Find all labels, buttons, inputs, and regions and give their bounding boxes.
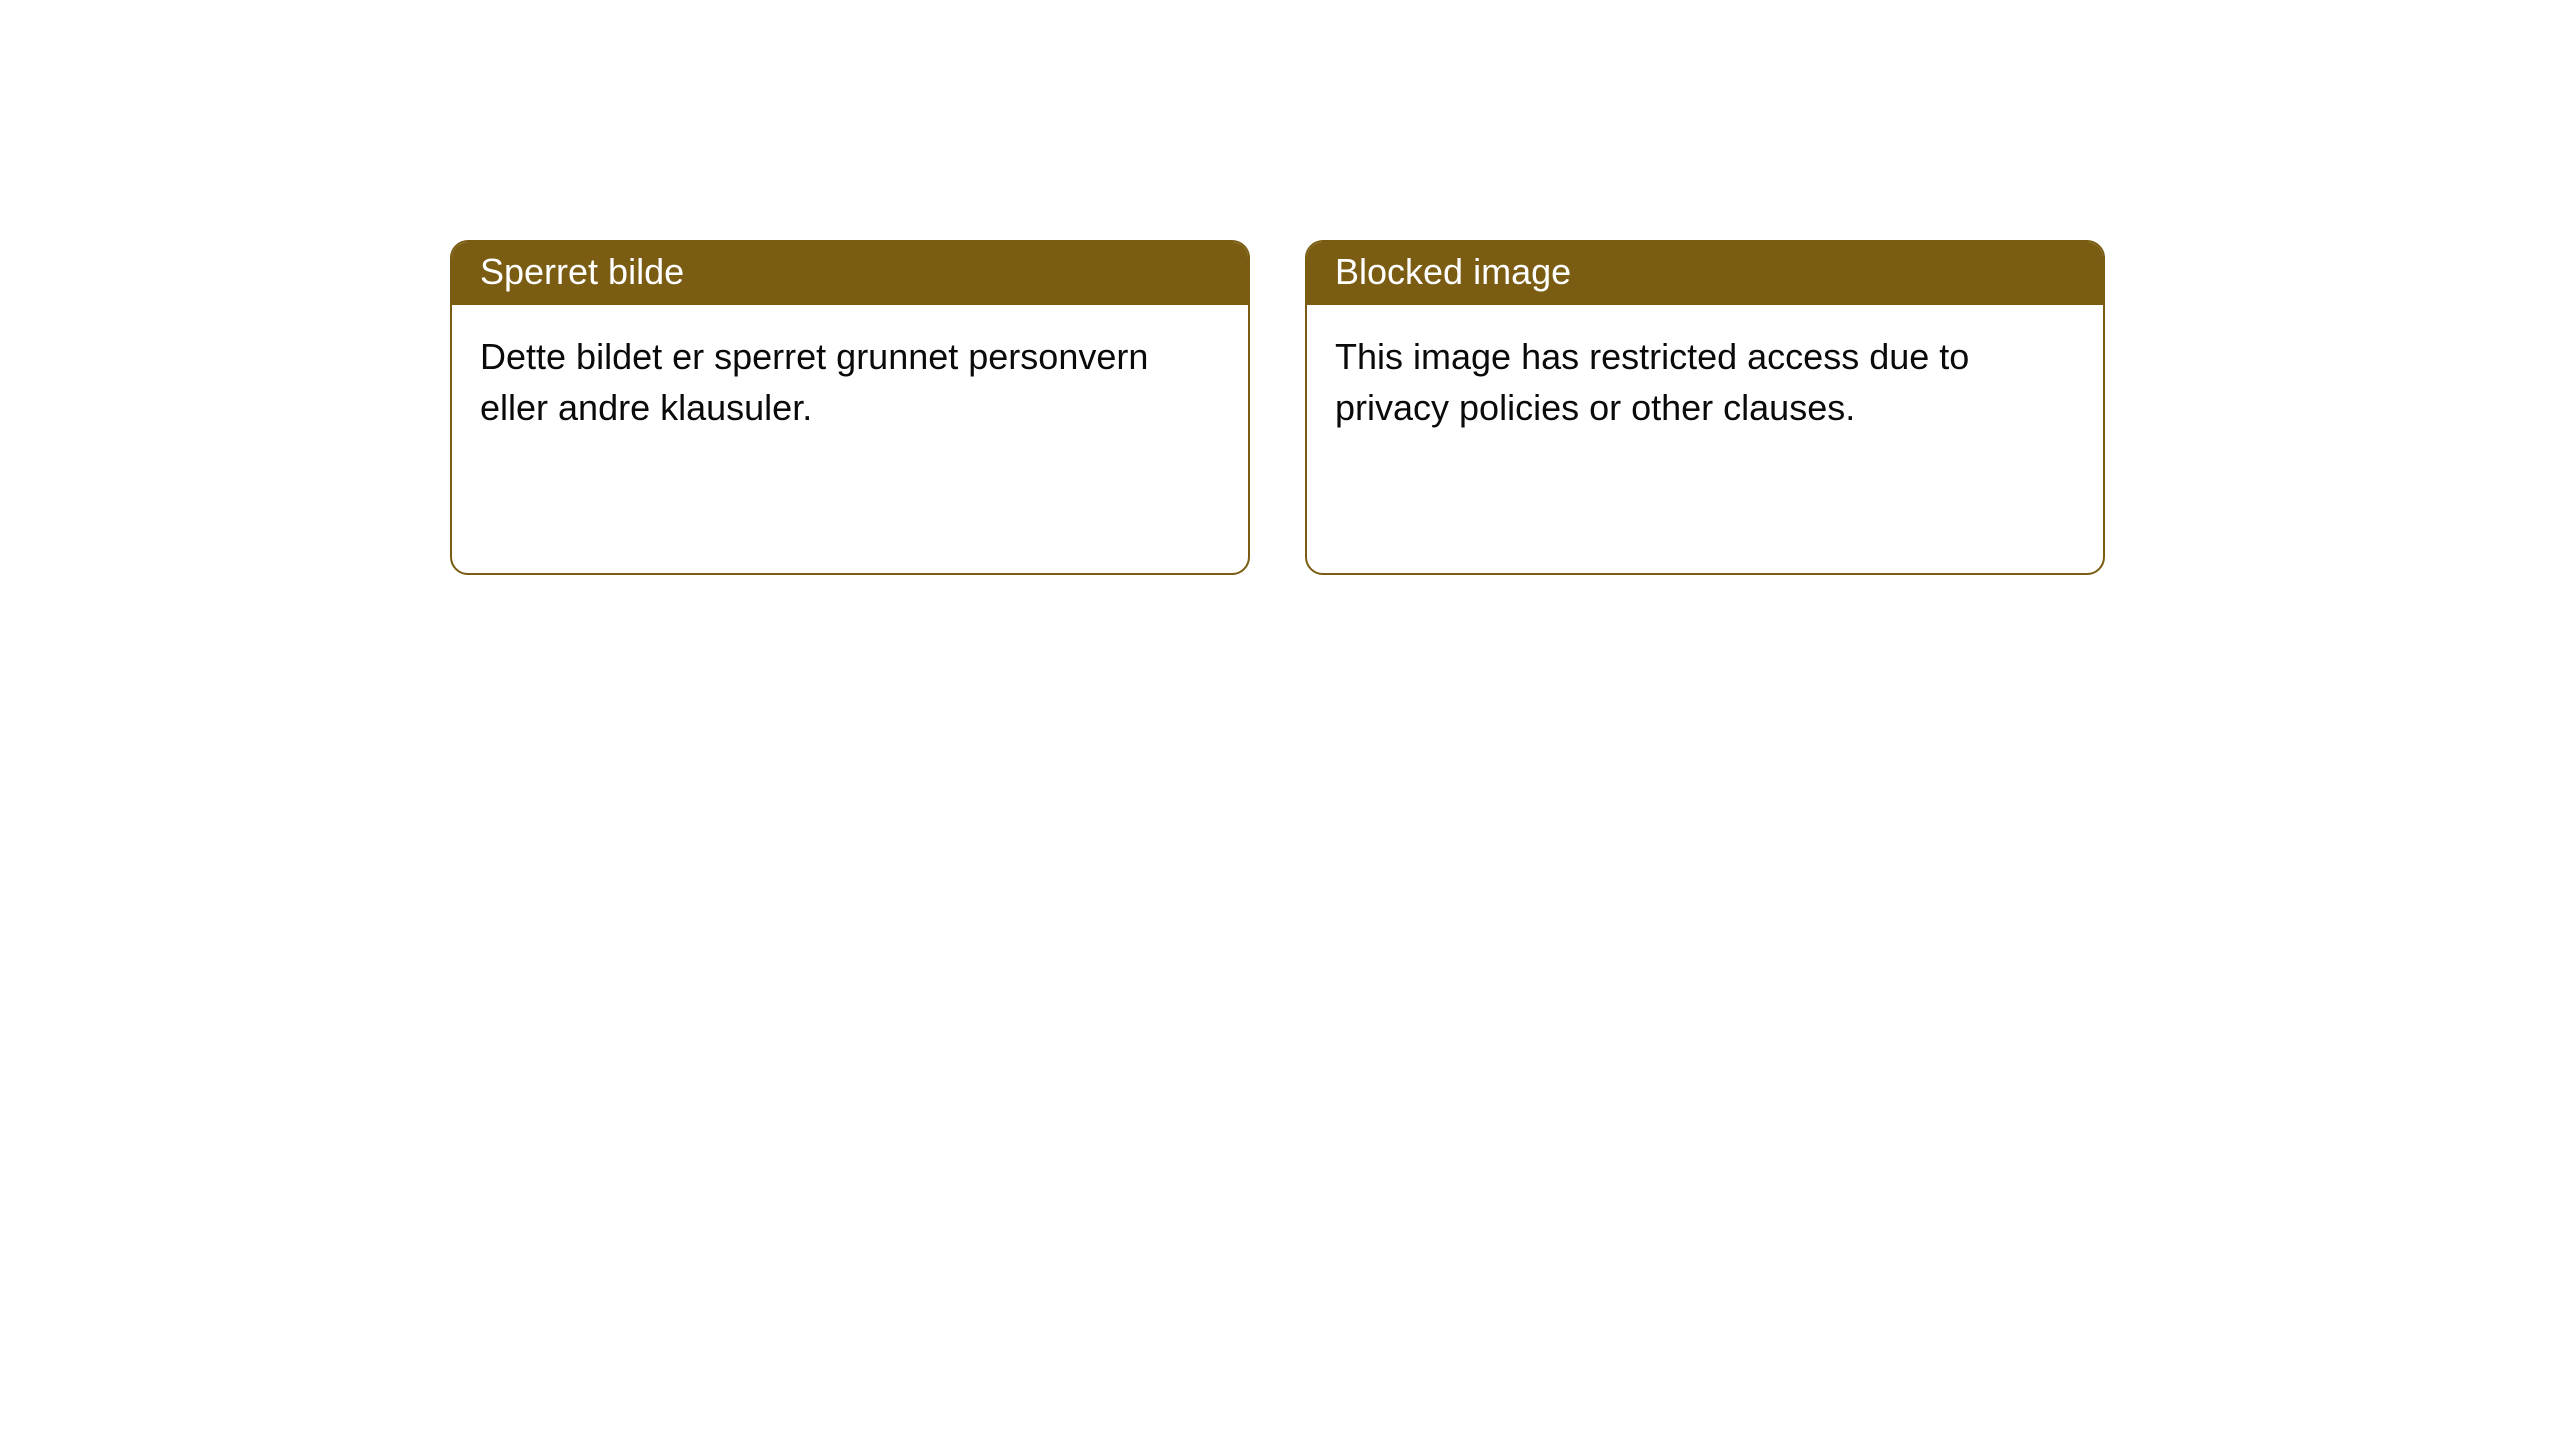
- card-title-no: Sperret bilde: [452, 242, 1248, 305]
- card-title-en: Blocked image: [1307, 242, 2103, 305]
- card-body-en: This image has restricted access due to …: [1307, 305, 2103, 459]
- blocked-image-card-en: Blocked image This image has restricted …: [1305, 240, 2105, 575]
- card-body-no: Dette bildet er sperret grunnet personve…: [452, 305, 1248, 459]
- blocked-image-card-no: Sperret bilde Dette bildet er sperret gr…: [450, 240, 1250, 575]
